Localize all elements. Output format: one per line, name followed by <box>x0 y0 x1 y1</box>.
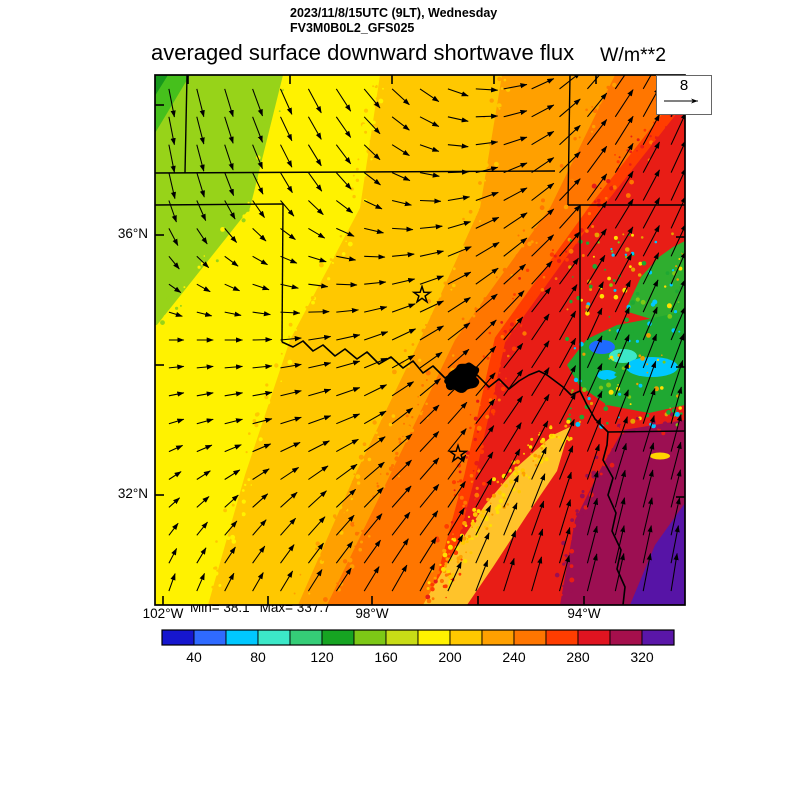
lat-tick-label: 36°N <box>117 226 148 241</box>
colorbar-tick-label: 40 <box>186 649 202 665</box>
colorbar-tick-label: 240 <box>502 649 526 665</box>
wind-reference-arrow-icon <box>664 98 698 104</box>
flux-band-green <box>155 75 190 134</box>
colorbar-tick-label: 280 <box>566 649 590 665</box>
colorbar-tick-label: 200 <box>438 649 462 665</box>
header-datetime: 2023/11/8/15UTC (9LT), Wednesday <box>290 6 498 20</box>
wind-reference-key: 8 <box>656 75 712 115</box>
colorbar-tick-label: 320 <box>630 649 654 665</box>
colorbar <box>161 629 675 646</box>
red-river-border <box>281 340 626 605</box>
lat-tick-label: 32°N <box>117 486 148 501</box>
colorbar-tick-label: 160 <box>374 649 398 665</box>
lon-tick-label: 102°W <box>142 606 184 621</box>
city-star-marker <box>447 443 469 463</box>
state-borders <box>155 75 685 433</box>
axis-ticks <box>155 75 685 605</box>
plot-title: averaged surface downward shortwave flux <box>151 40 575 65</box>
high-flux-violet-region <box>630 503 685 605</box>
header-model-run: FV3M0B0L2_GFS025 <box>290 21 415 35</box>
lon-tick-label: 98°W <box>355 606 389 621</box>
flux-band-yellow-green <box>155 75 283 328</box>
colorbar-tick-label: 80 <box>250 649 266 665</box>
texas-yellow-band <box>423 427 570 605</box>
map-frame <box>154 74 686 606</box>
wind-reference-value: 8 <box>679 77 689 94</box>
colorbar-tick-label: 120 <box>310 649 334 665</box>
lon-tick-label: 94°W <box>567 606 601 621</box>
map-field <box>155 75 685 605</box>
city-star-marker <box>411 284 433 304</box>
wind-arrows <box>168 75 685 592</box>
flux-band-dark-green <box>155 75 168 96</box>
units-label: W/m**2 <box>600 44 667 66</box>
